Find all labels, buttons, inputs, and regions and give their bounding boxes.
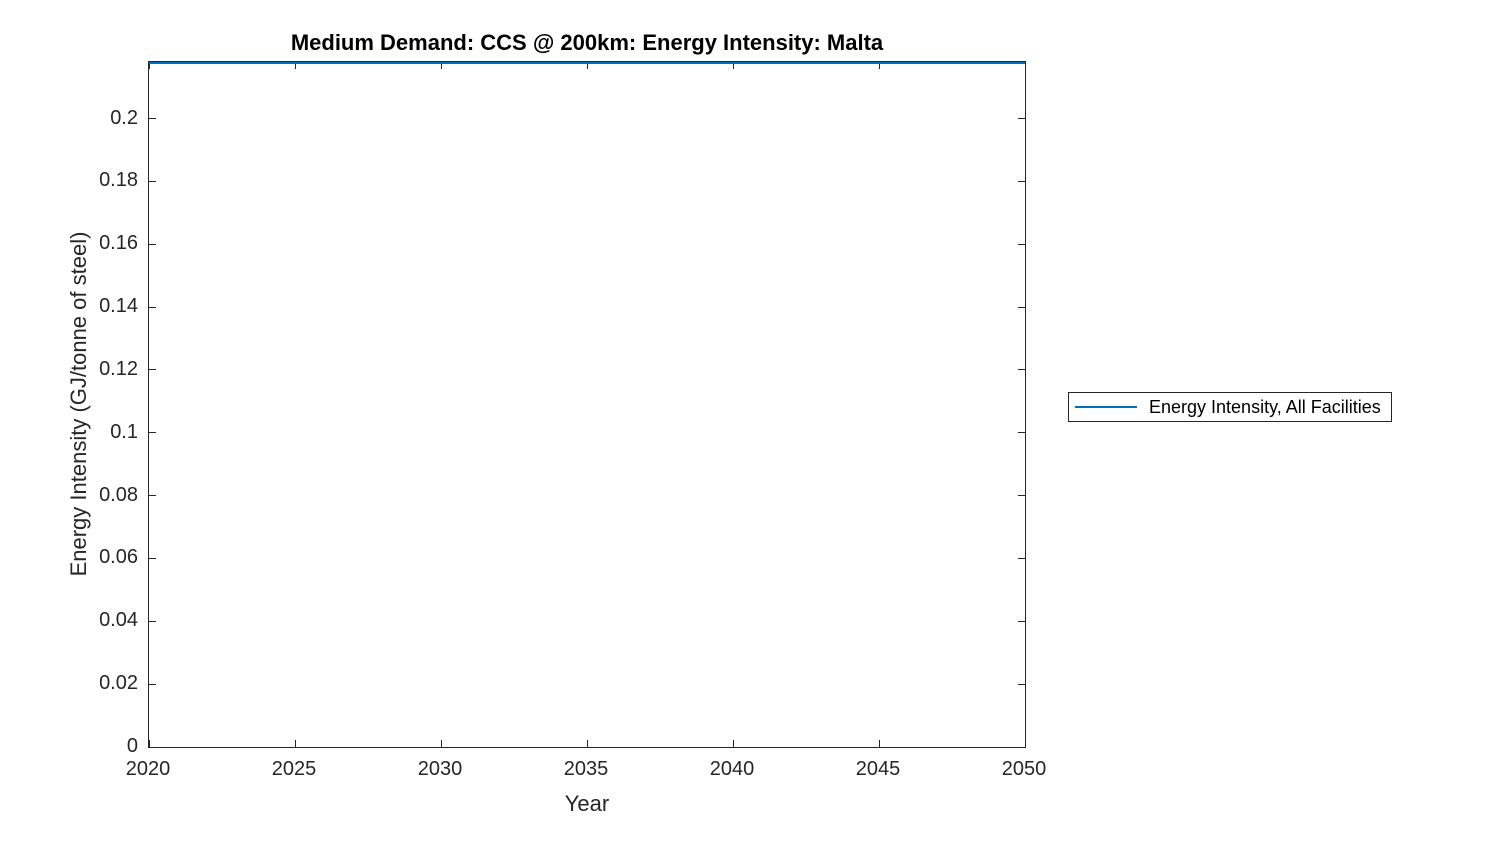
y-tick-mark	[149, 306, 156, 308]
plot-canvas	[149, 62, 1025, 64]
x-tick-mark	[878, 62, 880, 69]
x-tick-mark	[294, 62, 296, 69]
x-tick-label: 2040	[709, 758, 755, 780]
y-tick-mark	[149, 432, 156, 434]
y-tick-label: 0	[126, 735, 138, 757]
y-tick-label: 0.16	[99, 232, 138, 255]
y-tick-label: 0.1	[110, 420, 138, 443]
y-tick-label: 0.18	[99, 169, 138, 192]
x-tick-mark	[440, 62, 442, 69]
x-tick-label: 2030	[417, 758, 463, 780]
x-tick-mark	[732, 740, 734, 747]
y-tick-label: 0.08	[99, 483, 138, 506]
chart-title: Medium Demand: CCS @ 200km: Energy Inten…	[290, 30, 884, 55]
x-tick-label: 2025	[271, 758, 317, 780]
y-tick-label: 0.2	[110, 106, 138, 129]
legend-entry-label: Energy Intensity, All Facilities	[1149, 396, 1381, 417]
y-tick-mark	[1018, 180, 1025, 182]
y-tick-mark	[1018, 495, 1025, 497]
y-tick-label: 0.02	[99, 672, 138, 695]
legend-line-sample	[1075, 406, 1137, 408]
y-tick-mark	[1018, 683, 1025, 685]
y-tick-mark	[149, 495, 156, 497]
y-axis-label: Energy Intensity (GJ/tonne of steel)	[66, 231, 91, 577]
y-tick-label: 0.14	[99, 295, 138, 318]
x-tick-mark	[440, 740, 442, 747]
y-tick-mark	[1018, 369, 1025, 371]
x-axis-label: Year	[564, 791, 610, 816]
x-tick-label: 2035	[563, 758, 609, 780]
y-tick-mark	[149, 118, 156, 120]
y-tick-label: 0.04	[99, 609, 138, 632]
y-tick-mark	[1018, 557, 1025, 559]
y-tick-mark	[1018, 746, 1025, 748]
y-tick-mark	[1018, 118, 1025, 120]
x-tick-mark	[148, 740, 150, 747]
x-tick-mark	[878, 740, 880, 747]
y-tick-mark	[149, 557, 156, 559]
y-tick-mark	[1018, 243, 1025, 245]
y-tick-mark	[1018, 432, 1025, 434]
y-tick-mark	[149, 369, 156, 371]
x-tick-label: 2050	[1001, 758, 1047, 780]
y-tick-mark	[149, 683, 156, 685]
legend: Energy Intensity, All Facilities	[1068, 392, 1392, 422]
x-tick-mark	[294, 740, 296, 747]
y-tick-label: 0.06	[99, 546, 138, 569]
x-tick-mark	[148, 62, 150, 69]
x-tick-label: 2020	[125, 758, 171, 780]
y-tick-mark	[1018, 306, 1025, 308]
y-tick-mark	[149, 243, 156, 245]
y-tick-label: 0.12	[99, 357, 138, 380]
x-tick-mark	[586, 62, 588, 69]
x-tick-mark	[586, 740, 588, 747]
y-tick-mark	[149, 746, 156, 748]
x-tick-mark	[732, 62, 734, 69]
x-tick-mark	[1024, 62, 1026, 69]
x-tick-mark	[1024, 740, 1026, 747]
y-tick-mark	[149, 180, 156, 182]
x-tick-label: 2045	[855, 758, 901, 780]
y-tick-mark	[149, 620, 156, 622]
plot-area	[148, 61, 1026, 748]
y-tick-mark	[1018, 620, 1025, 622]
